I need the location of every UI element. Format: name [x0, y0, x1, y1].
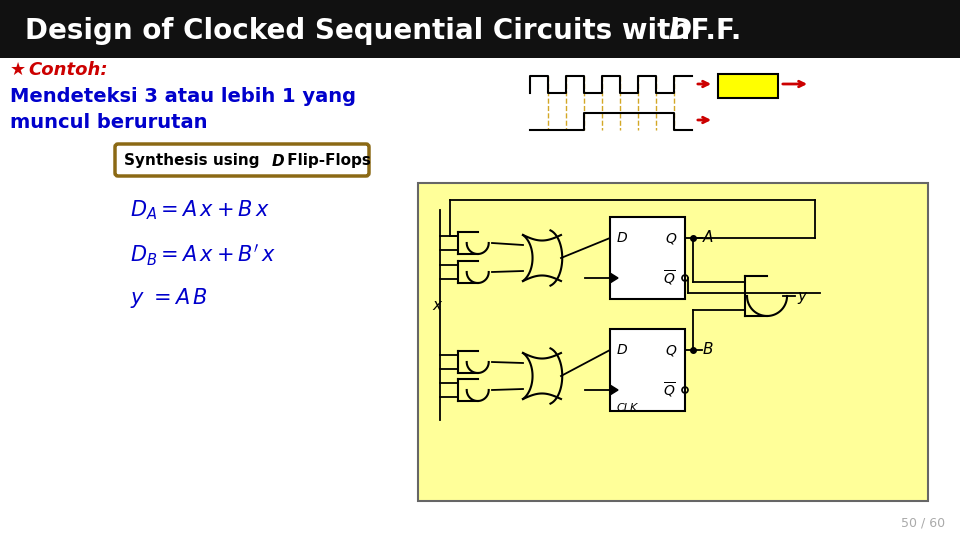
Bar: [0, 58, 960, 540]
Text: D: D: [617, 231, 628, 245]
Bar: [718, 74, 778, 98]
Text: x: x: [432, 298, 441, 313]
Text: D: D: [272, 153, 284, 168]
Text: ★: ★: [10, 61, 26, 79]
Text: $D_A = A\,x + B\,x$: $D_A = A\,x + B\,x$: [130, 198, 270, 222]
Text: $D_B = A\,x + B'\,x$: $D_B = A\,x + B'\,x$: [130, 242, 276, 268]
Text: D: D: [668, 17, 691, 45]
Text: Design of Clocked Sequential Circuits with: Design of Clocked Sequential Circuits wi…: [25, 17, 700, 45]
FancyBboxPatch shape: [115, 144, 369, 176]
Text: Flip-Flops: Flip-Flops: [282, 153, 371, 168]
Polygon shape: [610, 273, 618, 283]
Bar: [610, 217, 685, 299]
Text: Synthesis using: Synthesis using: [124, 153, 265, 168]
Text: muncul berurutan: muncul berurutan: [10, 113, 207, 132]
Bar: [0, 0, 960, 58]
Text: Q: Q: [665, 231, 676, 245]
Text: Q: Q: [665, 343, 676, 357]
Text: 50 / 60: 50 / 60: [900, 517, 945, 530]
Text: CLK: CLK: [617, 403, 638, 413]
Text: $\overline{Q}$: $\overline{Q}$: [663, 380, 676, 400]
Text: y: y: [797, 288, 806, 303]
Text: Contoh:: Contoh:: [28, 61, 108, 79]
Bar: [610, 329, 685, 411]
Text: $y\ = A\,B$: $y\ = A\,B$: [130, 286, 208, 310]
Bar: [418, 183, 928, 501]
Text: B: B: [703, 342, 713, 357]
Text: F.F.: F.F.: [681, 17, 741, 45]
Text: $\overline{Q}$: $\overline{Q}$: [663, 268, 676, 288]
Text: A: A: [703, 231, 713, 246]
Polygon shape: [610, 385, 618, 395]
Text: D: D: [617, 343, 628, 357]
Text: Mendeteksi 3 atau lebih 1 yang: Mendeteksi 3 atau lebih 1 yang: [10, 87, 356, 106]
